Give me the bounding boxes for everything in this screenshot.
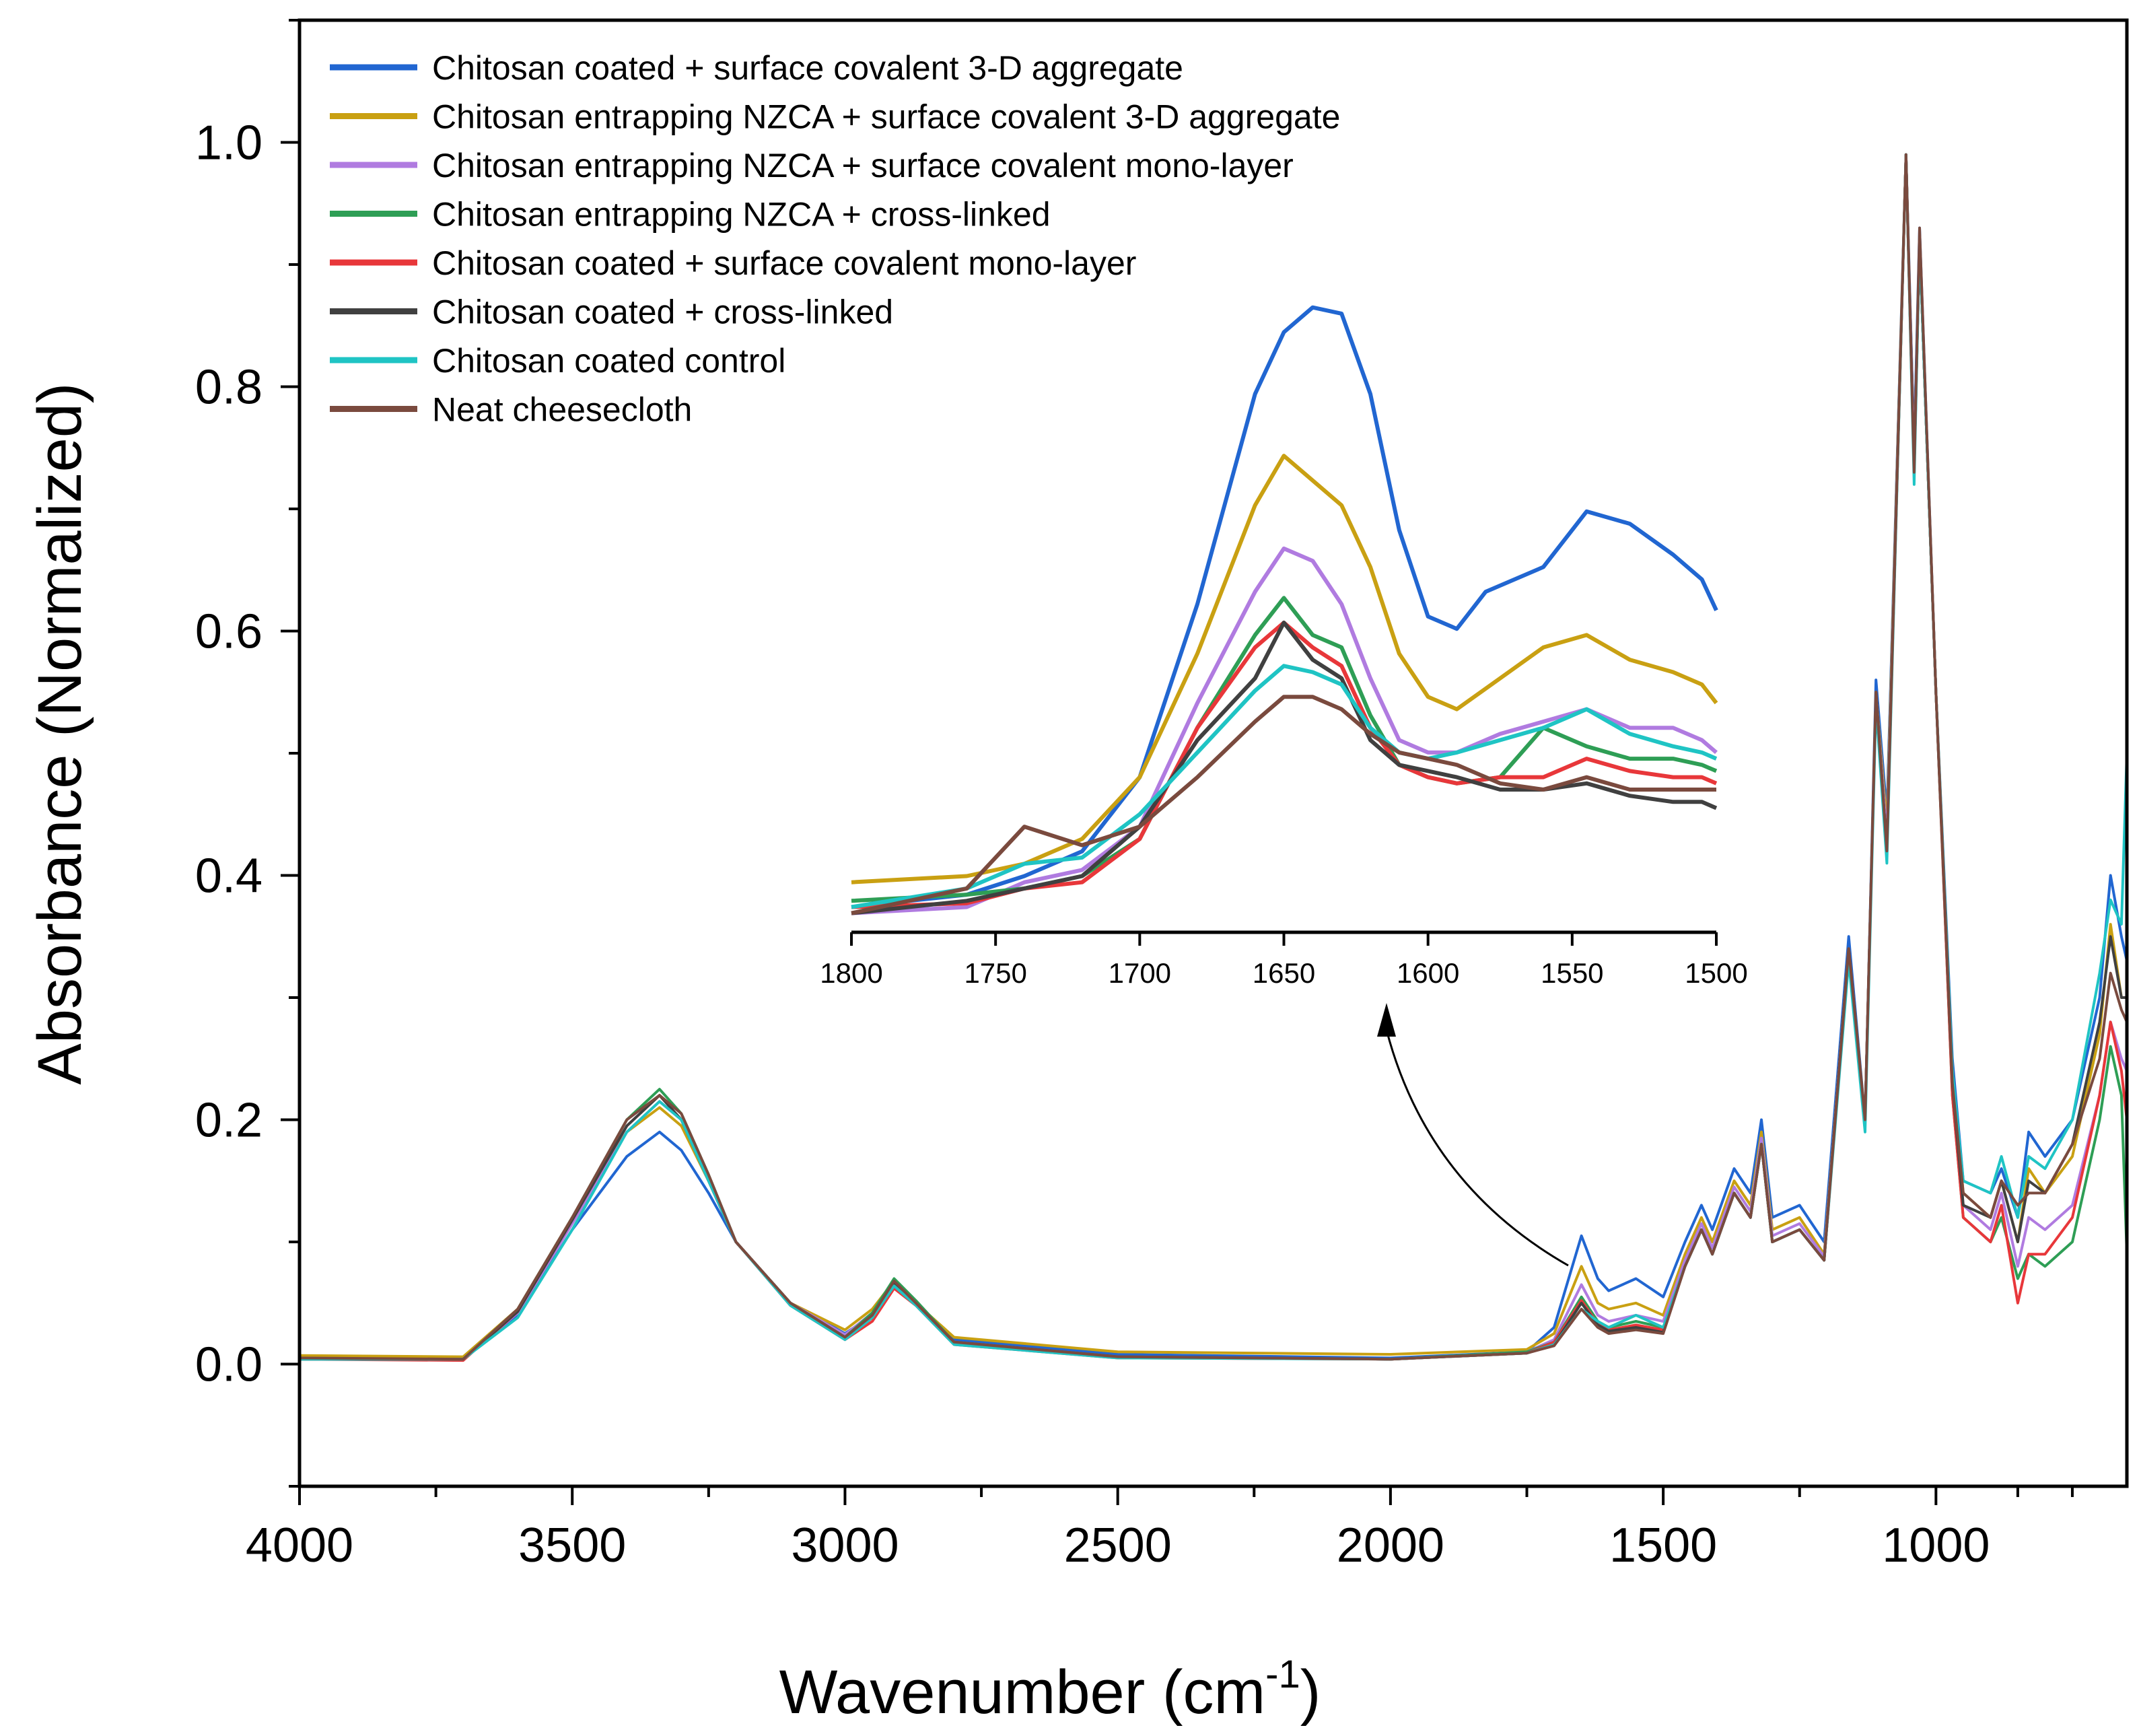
- legend-label-4: Chitosan coated + surface covalent mono-…: [432, 244, 1136, 282]
- series-line-2: [300, 153, 2128, 1361]
- inset-series-line-0: [851, 305, 1718, 909]
- inset-series-line-2: [851, 546, 1718, 915]
- series-line-1: [299, 153, 2127, 1358]
- y-axis-title: Absorbance (Normalized): [26, 382, 94, 1084]
- x-tick-label: 3000: [791, 1519, 899, 1572]
- series-line-0: [300, 153, 2128, 1360]
- plot-frame: [297, 18, 2129, 1488]
- inset-x-tick-label: 1750: [964, 957, 1026, 989]
- main-plot-series: [299, 153, 2128, 1362]
- x-tick-label: 1500: [1609, 1519, 1717, 1572]
- x-tick-label: 2500: [1064, 1519, 1172, 1572]
- legend-label-3: Chitosan entrapping NZCA + cross-linked: [432, 196, 1051, 234]
- inset-plot-series: [851, 305, 1718, 915]
- x-axis-title-sup: -1: [1265, 1653, 1300, 1696]
- inset-series-line-6: [851, 664, 1718, 909]
- axes-frame: 4000 3500 3000 2500 2000 1500 1000 0.0 0.2 0.4 0.6…: [195, 18, 2129, 1572]
- x-axis-title-end: ): [1300, 1658, 1321, 1727]
- series-line-4: [299, 153, 2128, 1362]
- inset-x-tick-label: 1600: [1397, 957, 1459, 989]
- inset-series-line-5: [851, 621, 1718, 915]
- x-tick-label: 4000: [246, 1519, 353, 1572]
- legend-label-5: Chitosan coated + cross-linked: [432, 293, 893, 331]
- zoom-arrow-head: [1377, 1003, 1396, 1037]
- series-line-7: [299, 153, 2128, 1361]
- y-tick-label: 1.0: [195, 116, 262, 170]
- legend-label-2: Chitosan entrapping NZCA + surface coval…: [432, 147, 1294, 184]
- inset-x-tick-label: 1650: [1253, 957, 1315, 989]
- y-tick-label: 0.0: [195, 1338, 262, 1392]
- inset-series-line-1: [851, 454, 1718, 884]
- y-tick-label: 0.6: [195, 605, 262, 659]
- zoom-arrow: [1385, 1029, 1569, 1267]
- legend-label-0: Chitosan coated + surface covalent 3-D a…: [432, 49, 1183, 87]
- x-tick-label: 1000: [1882, 1519, 1990, 1572]
- y-tick-label: 0.2: [195, 1094, 262, 1148]
- inset-x-tick-label: 1500: [1685, 957, 1747, 989]
- x-axis-title: Wavenumber (cm-1): [779, 1653, 1321, 1727]
- y-tick-label: 0.8: [195, 361, 262, 415]
- x-axis-title-main: Wavenumber (cm: [779, 1658, 1266, 1727]
- legend: Chitosan coated + surface covalent 3-D a…: [330, 49, 1340, 429]
- series-line-5: [300, 153, 2127, 1361]
- legend-label-1: Chitosan entrapping NZCA + surface coval…: [432, 98, 1340, 136]
- legend-label-7: Neat cheesecloth: [432, 391, 692, 429]
- inset-axes: 1800 1750 1700 1650 1600 1550 1500: [820, 930, 1748, 989]
- x-tick-label: 2000: [1337, 1519, 1444, 1572]
- inset-x-tick-label: 1550: [1541, 957, 1603, 989]
- legend-label-6: Chitosan coated control: [432, 342, 785, 380]
- inset-series-line-3: [851, 596, 1718, 903]
- series-line-3: [300, 153, 2128, 1361]
- y-tick-label: 0.4: [195, 849, 262, 903]
- series-line-6: [300, 153, 2128, 1361]
- inset-x-tick-label: 1700: [1109, 957, 1171, 989]
- inset-x-tick-label: 1800: [820, 957, 882, 989]
- inset-series-line-7: [851, 695, 1716, 915]
- x-tick-label: 3500: [518, 1519, 626, 1572]
